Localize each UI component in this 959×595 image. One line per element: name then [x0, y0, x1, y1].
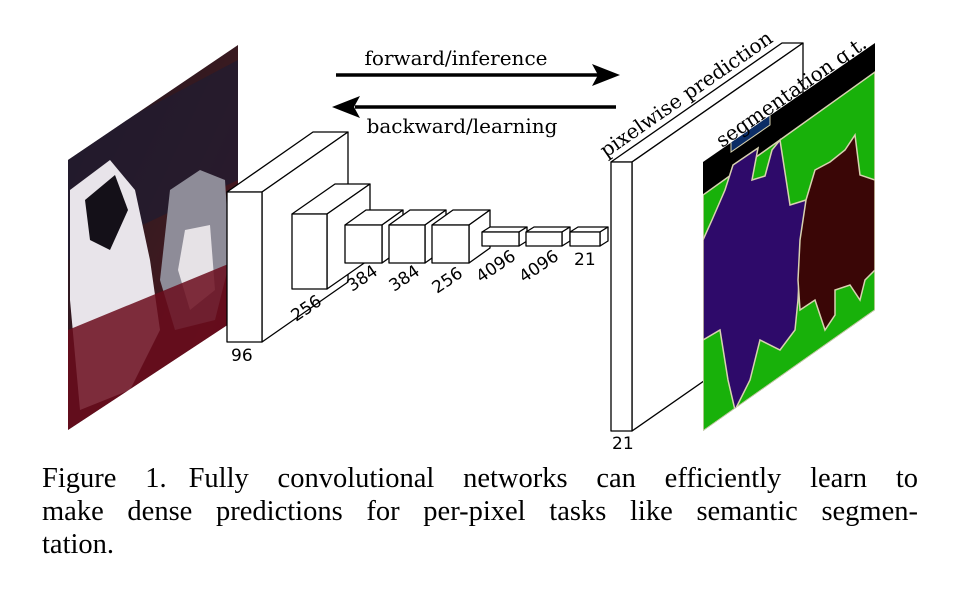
dog-mask	[703, 138, 817, 413]
layer-block-256	[431, 209, 491, 264]
layer-label: 256	[429, 263, 467, 298]
forward-arrow	[336, 64, 620, 86]
layer-block-21	[569, 226, 609, 247]
figure-number: Figure 1.	[42, 463, 167, 494]
figure-caption: Figure 1. Fully convolutional networks ca…	[42, 462, 918, 561]
caption-line: Fully convolutional networks can efficie…	[188, 463, 918, 494]
block-face	[525, 231, 563, 247]
block-face	[344, 224, 383, 264]
layer-blocks	[226, 131, 609, 343]
block-face	[431, 224, 470, 264]
caption-line: tation.	[42, 529, 115, 560]
prediction-channels: 21	[612, 434, 634, 454]
forward-label: forward/inference	[365, 46, 548, 70]
input-image	[68, 45, 238, 430]
backward-arrow	[332, 96, 616, 118]
layer-block-4096	[481, 226, 528, 247]
block-face	[291, 213, 328, 290]
layer-label: 4096	[516, 246, 563, 287]
layer-block-4096	[525, 226, 571, 247]
block-face	[388, 224, 426, 264]
layer-label: 21	[574, 250, 596, 270]
caption-line: make dense predictions for per-pixel tas…	[42, 496, 918, 527]
fcn-diagram: forward/inference backward/learning 96 2…	[68, 26, 875, 454]
block-face	[569, 231, 601, 247]
layer-label: 96	[231, 346, 253, 366]
block-face	[481, 231, 520, 247]
backward-label: backward/learning	[367, 114, 558, 138]
block-face	[226, 191, 263, 343]
layer-label: 384	[386, 261, 424, 296]
cat-mask	[797, 132, 875, 332]
